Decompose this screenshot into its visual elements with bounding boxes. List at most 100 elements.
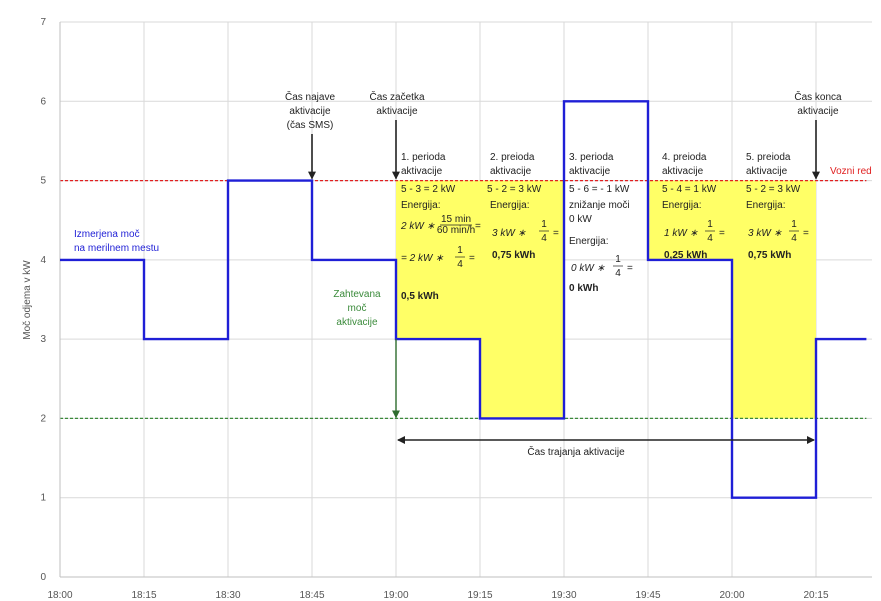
shaded-energy-regions	[396, 180, 816, 419]
period-3-line-5: 0 kW	[569, 214, 592, 225]
period-1-frac-num: 15 min	[441, 214, 471, 225]
y-tick-label-0: 0	[40, 572, 46, 583]
period-5-line-2: aktivacije	[746, 166, 788, 177]
period-4-frac-num: 1	[707, 219, 713, 230]
x-tick-label-8: 20:00	[719, 590, 744, 601]
period-5-annotation: 5. preioda aktivacije 5 - 2 = 3 kW Energ…	[746, 152, 809, 261]
period-3-line-2: aktivacije	[569, 166, 611, 177]
required-label-line-3: aktivacije	[336, 317, 378, 328]
announce-label-line-2: aktivacije	[289, 106, 331, 117]
series-line-1	[60, 100, 867, 499]
y-tick-label-1: 1	[40, 493, 46, 504]
end-label-line-2: aktivacije	[797, 106, 839, 117]
end-label: Čas konca aktivacije	[794, 90, 842, 117]
period-5-frac-num: 1	[791, 219, 797, 230]
required-label-line-1: Zahtevana	[333, 289, 381, 300]
period-2-line-4: Energija:	[490, 200, 529, 211]
period-4-line-1: 4. preioda	[662, 152, 707, 163]
period-3-formula-end: =	[627, 263, 633, 274]
announce-label-line-1: Čas najave	[285, 90, 335, 103]
period-1-annotation: 1. perioda aktivacije 5 - 3 = 2 kW Energ…	[400, 152, 481, 302]
energy-region-1	[396, 180, 480, 340]
y-tick-label-4: 4	[40, 255, 46, 266]
start-label: Čas začetka aktivacije	[369, 90, 424, 117]
period-1-formula-1: 2 kW ∗	[400, 221, 436, 232]
period-5-result: 0,75 kWh	[748, 250, 791, 261]
period-4-line-3: 5 - 4 = 1 kW	[662, 184, 717, 195]
period-4-line-2: aktivacije	[662, 166, 704, 177]
period-3-frac-num: 1	[615, 254, 621, 265]
x-tick-label-2: 18:30	[215, 590, 240, 601]
period-2-frac-num: 1	[541, 219, 547, 230]
measured-label: Izmerjena moč na merilnem mestu	[74, 229, 159, 254]
period-3-formula: 0 kW ∗	[571, 263, 606, 274]
start-label-line-1: Čas začetka	[369, 90, 424, 103]
announce-label-line-3: (čas SMS)	[287, 120, 334, 131]
x-tick-label-6: 19:30	[551, 590, 576, 601]
period-5-formula: 3 kW ∗	[748, 228, 783, 239]
energy-region-2	[480, 180, 564, 419]
tick-labels: 0 1 2 3 4 5 6 7 18:00 18:15 18:30 18:45 19:00 19:15 19…	[40, 17, 829, 601]
schedule-label: Vozni red	[830, 166, 872, 177]
x-tick-label-4: 19:00	[383, 590, 408, 601]
measured-power-series	[60, 100, 867, 499]
period-3-result: 0 kWh	[569, 283, 598, 294]
measured-label-line-1: Izmerjena moč	[74, 229, 140, 240]
x-tick-label-3: 18:45	[299, 590, 324, 601]
period-3-line-3: 5 - 6 = - 1 kW	[569, 184, 630, 195]
y-tick-label-3: 3	[40, 334, 46, 345]
period-1-line-3: 5 - 3 = 2 kW	[401, 184, 456, 195]
axes	[59, 22, 872, 578]
period-3-frac-den: 4	[615, 268, 621, 279]
period-3-annotation: 3. perioda aktivacije 5 - 6 = - 1 kW zni…	[569, 152, 633, 294]
period-5-formula-end: =	[803, 228, 809, 239]
period-2-line-2: aktivacije	[490, 166, 532, 177]
x-tick-label-1: 18:15	[131, 590, 156, 601]
duration-label: Čas trajanja aktivacije	[527, 445, 625, 458]
period-4-result: 0,25 kWh	[664, 250, 707, 261]
period-3-line-4: znižanje moči	[569, 200, 630, 211]
energy-region-4	[732, 180, 816, 419]
measured-label-line-2: na merilnem mestu	[74, 243, 159, 254]
period-4-formula-end: =	[719, 228, 725, 239]
period-2-frac-den: 4	[541, 233, 547, 244]
period-1-frac-den: 60 min/h	[437, 225, 475, 236]
y-tick-label-6: 6	[40, 96, 46, 107]
x-tick-label-0: 18:00	[47, 590, 72, 601]
period-5-line-3: 5 - 2 = 3 kW	[746, 184, 801, 195]
period-1-frac2-den: 4	[457, 259, 463, 270]
y-axis-title: Moč odjema v kW	[22, 260, 33, 340]
period-2-annotation: 2. preioda aktivacije 5 - 2 = 3 kW Energ…	[487, 152, 559, 261]
period-4-frac-den: 4	[707, 233, 713, 244]
period-4-formula: 1 kW ∗	[664, 228, 699, 239]
period-2-line-3: 5 - 2 = 3 kW	[487, 184, 542, 195]
x-tick-label-7: 19:45	[635, 590, 660, 601]
period-1-result: 0,5 kWh	[401, 291, 439, 302]
period-1-line-2: aktivacije	[401, 166, 443, 177]
x-tick-label-9: 20:15	[803, 590, 828, 601]
period-5-line-1: 5. preioda	[746, 152, 791, 163]
end-label-line-1: Čas konca	[794, 90, 842, 103]
period-2-result: 0,75 kWh	[492, 250, 535, 261]
period-1-formula-1-end: =	[475, 221, 481, 232]
y-tick-label-7: 7	[40, 17, 46, 28]
period-2-formula-end: =	[553, 228, 559, 239]
announce-label: Čas najave aktivacije (čas SMS)	[285, 90, 335, 131]
period-2-line-1: 2. preioda	[490, 152, 535, 163]
period-5-line-4: Energija:	[746, 200, 785, 211]
y-tick-label-5: 5	[40, 176, 46, 187]
period-2-formula: 3 kW ∗	[492, 228, 527, 239]
period-1-line-1: 1. perioda	[401, 152, 446, 163]
energy-region-3	[648, 180, 732, 260]
x-tick-label-5: 19:15	[467, 590, 492, 601]
period-4-annotation: 4. preioda aktivacije 5 - 4 = 1 kW Energ…	[662, 152, 725, 261]
period-1-line-4: Energija:	[401, 200, 440, 211]
annotation-arrows	[308, 120, 820, 444]
period-3-line-6: Energija:	[569, 236, 608, 247]
required-label: Zahtevana moč aktivacije	[333, 289, 381, 328]
period-5-frac-den: 4	[791, 233, 797, 244]
period-4-line-4: Energija:	[662, 200, 701, 211]
period-1-frac2-num: 1	[457, 245, 463, 256]
period-1-formula-2: = 2 kW ∗	[401, 253, 444, 264]
